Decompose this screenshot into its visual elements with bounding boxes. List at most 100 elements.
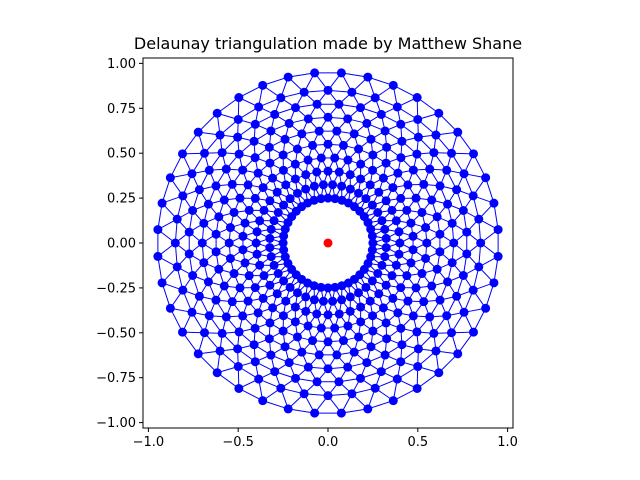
mesh-point (435, 229, 445, 239)
mesh-point (381, 233, 391, 243)
mesh-point (493, 225, 503, 235)
mesh-point (279, 245, 289, 255)
mesh-point (381, 158, 391, 168)
mesh-point (391, 260, 401, 270)
mesh-point (308, 336, 318, 346)
mesh-point (449, 238, 459, 248)
mesh-point (301, 306, 311, 316)
mesh-point (297, 129, 307, 139)
mesh-point (266, 252, 276, 262)
mesh-point (234, 149, 244, 159)
mesh-point (397, 136, 407, 146)
mesh-point (214, 264, 224, 274)
mesh-point (453, 349, 463, 359)
mesh-point (265, 243, 275, 253)
mesh-point (330, 282, 340, 292)
mesh-point (443, 199, 453, 209)
mesh-point (396, 323, 406, 333)
mesh-point (367, 245, 377, 255)
mesh-point (361, 194, 371, 204)
mesh-point (381, 280, 391, 290)
mesh-point (343, 155, 353, 165)
x-tick-label: 1.0 (497, 435, 518, 450)
mesh-point (323, 193, 333, 203)
mesh-point (281, 180, 291, 190)
mesh-point (292, 144, 302, 154)
mesh-point (328, 296, 338, 306)
mesh-point (432, 264, 442, 274)
mesh-point (314, 126, 324, 136)
mesh-point (343, 321, 353, 331)
mesh-point (489, 198, 499, 208)
mesh-point (376, 367, 386, 377)
mesh-point (408, 245, 418, 255)
mesh-point (269, 260, 279, 270)
mesh-point (211, 181, 221, 191)
mesh-point (452, 185, 462, 195)
mesh-point (251, 238, 261, 248)
mesh-point (178, 149, 188, 159)
mesh-point (157, 198, 167, 208)
mesh-point (431, 130, 441, 140)
mesh-point (370, 93, 380, 103)
mesh-point (397, 340, 407, 350)
mesh-point (233, 132, 243, 142)
mesh-point (265, 196, 275, 206)
mesh-point (392, 102, 402, 112)
center-point (323, 238, 333, 248)
mesh-point (221, 164, 231, 174)
mesh-point (199, 328, 209, 338)
mesh-point (323, 139, 333, 149)
mesh-point (227, 179, 237, 189)
mesh-point (308, 140, 318, 150)
mesh-point (378, 303, 388, 313)
y-tick-label: −1.00 (96, 416, 136, 431)
mesh-point (318, 296, 328, 306)
mesh-point (458, 271, 468, 280)
mesh-point (468, 191, 478, 201)
mesh-point (316, 153, 326, 163)
mesh-point (215, 346, 225, 356)
mesh-point (402, 271, 412, 281)
mesh-point (434, 108, 444, 118)
mesh-point (387, 205, 397, 215)
mesh-point (388, 80, 398, 90)
mesh-point (434, 368, 444, 378)
mesh-point (194, 291, 204, 301)
mesh-point (280, 342, 290, 352)
mesh-point (412, 327, 422, 337)
mesh-point (240, 218, 250, 228)
mesh-point (380, 126, 390, 136)
mesh-point (330, 153, 340, 163)
mesh-point (361, 282, 371, 292)
mesh-point (254, 102, 264, 112)
mesh-point (412, 149, 422, 159)
mesh-point (265, 318, 275, 328)
mesh-point (394, 227, 404, 237)
mesh-point (382, 334, 392, 344)
mesh-point (443, 277, 453, 287)
mesh-point (417, 207, 427, 217)
mesh-point (336, 408, 346, 418)
mesh-point (493, 251, 503, 261)
mesh-point (312, 309, 322, 319)
mesh-point (278, 165, 288, 175)
mesh-point (419, 179, 429, 189)
mesh-point (431, 346, 441, 356)
mesh-point (153, 225, 163, 235)
mesh-point (250, 357, 260, 367)
mesh-point (250, 153, 260, 163)
mesh-point (225, 253, 235, 263)
x-tick-label: 0.0 (318, 435, 339, 450)
mesh-point (165, 303, 175, 313)
mesh-point (233, 362, 243, 372)
mesh-point (408, 311, 418, 321)
mesh-point (318, 180, 328, 190)
mesh-point (368, 165, 378, 175)
mesh-point (435, 181, 445, 191)
mesh-point (396, 283, 406, 293)
mesh-point (301, 184, 311, 194)
mesh-point (178, 285, 188, 295)
mesh-point (194, 185, 204, 195)
mesh-point (334, 167, 344, 177)
